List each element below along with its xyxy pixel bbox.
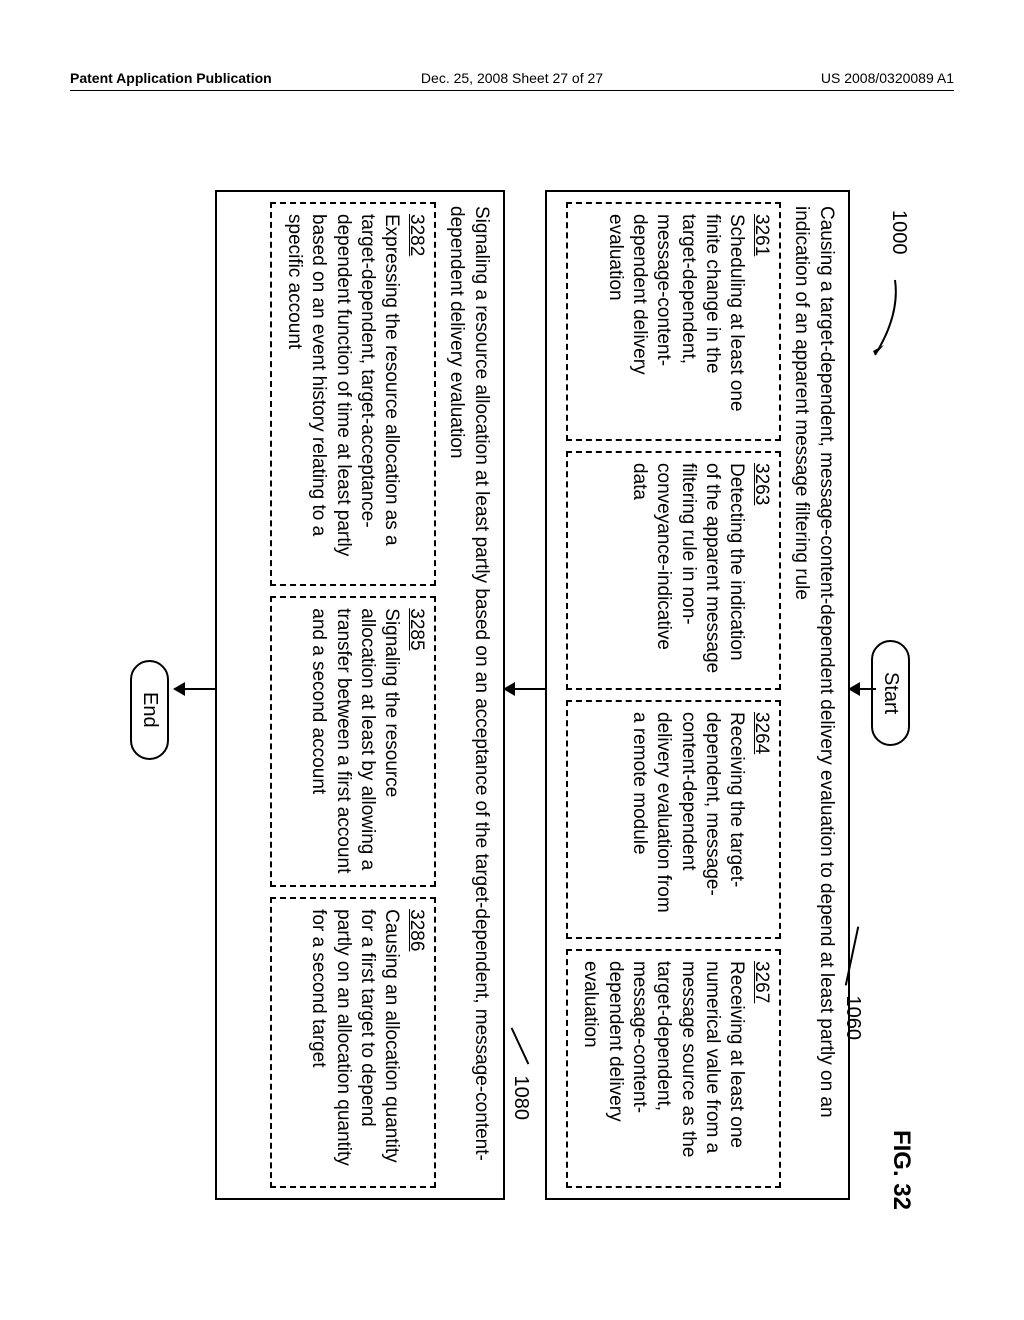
reference-arrow-1000	[870, 275, 900, 365]
sub-box-3264: 3264 Receiving the target-dependent, mes…	[566, 700, 781, 939]
sub-num-3267: 3267	[751, 961, 772, 1003]
sub-num-3286: 3286	[406, 909, 427, 951]
sub-text-3267: Receiving at least one numerical value f…	[580, 961, 747, 1157]
sub-box-3282: 3282 Expressing the resource allocation …	[270, 202, 436, 586]
sub-box-3267: 3267 Receiving at least one numerical va…	[566, 949, 781, 1188]
sub-num-3264: 3264	[751, 712, 772, 754]
sub-num-3263: 3263	[751, 463, 772, 505]
diagram-content: 1000 FIG. 32 Start 1060 Causing a target…	[130, 170, 920, 1220]
block-1080-sub-row: 3282 Expressing the resource allocation …	[266, 192, 440, 1198]
end-terminator: End	[130, 660, 169, 760]
sub-box-3286: 3286 Causing an allocation quantity for …	[270, 897, 436, 1188]
sub-box-3285: 3285 Signaling the resource allocation a…	[270, 596, 436, 887]
sub-box-3261: 3261 Scheduling at least one finite chan…	[566, 202, 781, 441]
sub-box-3263: 3263 Detecting the indication of the app…	[566, 451, 781, 690]
block-1060-title: Causing a target-dependent, message-cont…	[785, 192, 848, 1198]
process-block-1060: Causing a target-dependent, message-cont…	[545, 190, 850, 1200]
flow-arrow	[505, 688, 545, 690]
sub-text-3286: Causing an allocation quantity for a fir…	[308, 909, 402, 1166]
header-center: Dec. 25, 2008 Sheet 27 of 27	[421, 70, 603, 86]
reference-numeral-1000: 1000	[887, 210, 910, 255]
ref-1080-text: 1080	[509, 1076, 532, 1121]
sub-text-3285: Signaling the resource allocation at lea…	[308, 608, 402, 873]
flow-arrow	[175, 688, 215, 690]
sub-num-3285: 3285	[406, 608, 427, 650]
sub-text-3263: Detecting the indication of the apparent…	[629, 463, 747, 673]
header-divider	[70, 90, 954, 91]
sub-text-3264: Receiving the target-dependent, message-…	[629, 712, 747, 913]
sub-num-3261: 3261	[751, 214, 772, 256]
diagram-rotated-container: 1000 FIG. 32 Start 1060 Causing a target…	[0, 300, 1024, 1090]
sub-num-3282: 3282	[406, 214, 427, 256]
header-left: Patent Application Publication	[70, 70, 272, 86]
leader-line	[511, 1027, 530, 1064]
reference-numeral-1080: 1080	[509, 1026, 532, 1121]
process-block-1080: Signaling a resource allocation at least…	[215, 190, 505, 1200]
start-terminator: Start	[871, 640, 910, 746]
header-right: US 2008/0320089 A1	[821, 70, 954, 86]
block-1060-sub-row: 3261 Scheduling at least one finite chan…	[562, 192, 785, 1198]
flow-arrow	[850, 688, 876, 690]
figure-label: FIG. 32	[887, 1130, 915, 1210]
block-1080-title: Signaling a resource allocation at least…	[440, 192, 503, 1198]
sub-text-3261: Scheduling at least one finite change in…	[605, 214, 748, 412]
sub-text-3282: Expressing the resource allocation as a …	[284, 214, 402, 556]
